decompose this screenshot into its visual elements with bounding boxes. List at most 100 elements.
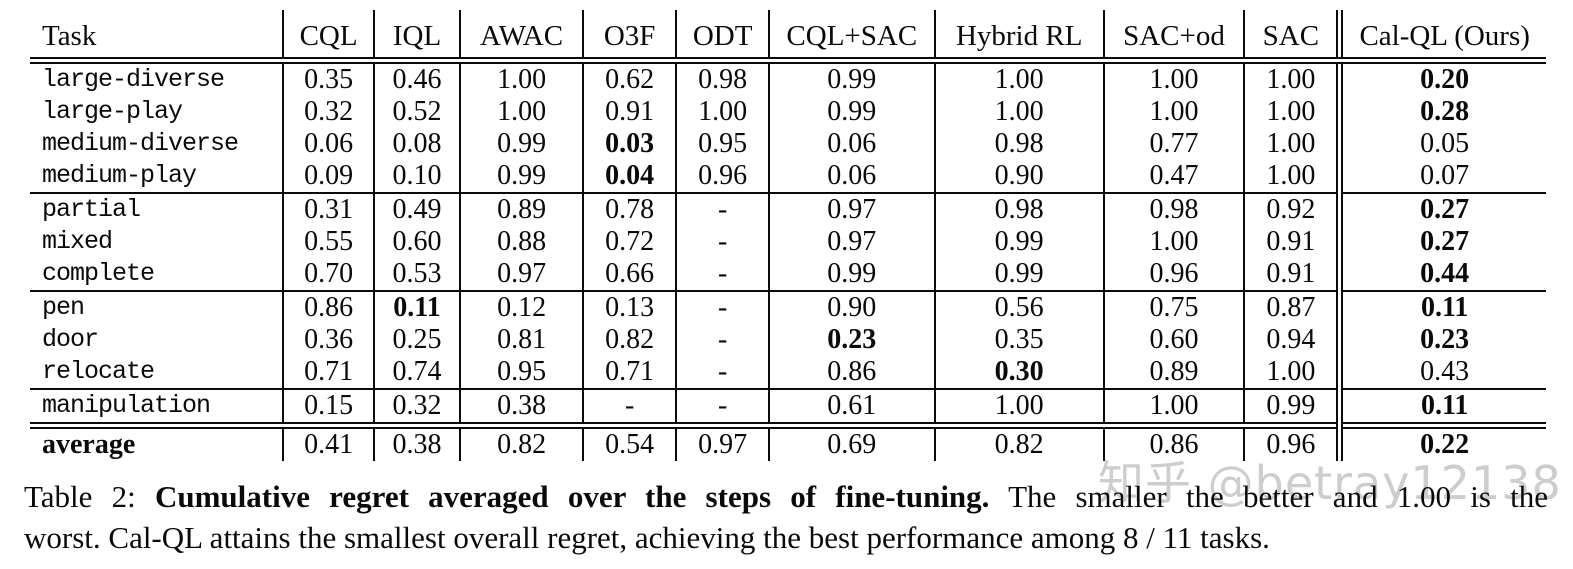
column-header: Task: [30, 10, 284, 64]
value-cell: 0.97: [459, 258, 583, 291]
value-cell: 0.49: [372, 192, 461, 226]
value-cell: 0.46: [372, 60, 461, 96]
value-cell: 0.88: [459, 226, 583, 258]
value-cell: 0.74: [372, 356, 461, 389]
table-row: complete 0.70 0.53 0.97 0.66-0.99 0.99 0.96 0.9…: [30, 258, 1546, 291]
value-cell: 0.41: [282, 422, 374, 461]
value-cell: -: [675, 356, 769, 389]
value-cell: 0.82: [933, 422, 1104, 461]
task-cell: relocate: [42, 357, 155, 386]
caption-bold-text: Cumulative regret averaged over the step…: [154, 479, 990, 514]
value-cell: 0.99: [767, 60, 935, 96]
value-cell: 0.92: [1243, 192, 1340, 226]
table-row: partial 0.31 0.49 0.89 0.78-0.97 0.98 0.98 0.92…: [30, 192, 1546, 226]
value-cell: 0.90: [933, 160, 1104, 193]
value-cell: 0.97: [767, 192, 935, 226]
value-cell: 0.38: [459, 388, 583, 426]
value-cell: 0.11: [372, 290, 461, 324]
value-cell: 0.27: [1336, 226, 1546, 258]
value-cell: -: [675, 192, 769, 226]
value-cell: 0.11: [1336, 290, 1546, 324]
value-cell: 0.89: [459, 192, 583, 226]
value-cell: 0.71: [282, 356, 374, 389]
value-cell: 0.13: [581, 290, 677, 324]
value-cell: 0.35: [282, 60, 374, 96]
value-cell: 0.71: [581, 356, 677, 389]
value-cell: 0.12: [459, 290, 583, 324]
value-cell: 0.97: [767, 226, 935, 258]
value-cell: 0.43: [1336, 356, 1546, 389]
value-cell: 0.56: [933, 290, 1104, 324]
value-cell: 1.00: [1243, 160, 1340, 193]
task-cell: door: [42, 325, 99, 354]
caption-line1-rest: The smaller the better and 1.00 is the: [1008, 479, 1549, 514]
value-cell: 0.06: [282, 128, 374, 160]
value-cell: -: [675, 258, 769, 291]
value-cell: 0.60: [372, 226, 461, 258]
value-cell: -: [675, 324, 769, 356]
value-cell: 0.99: [459, 160, 583, 193]
value-cell: 0.86: [282, 290, 374, 324]
value-cell: 0.95: [675, 128, 769, 160]
value-cell: 0.72: [581, 226, 677, 258]
value-cell: 0.10: [372, 160, 461, 193]
task-cell: complete: [42, 259, 155, 288]
value-cell: 0.81: [459, 324, 583, 356]
caption-label: Table 2:: [24, 479, 136, 514]
value-cell: 0.82: [459, 422, 583, 461]
value-cell: 0.70: [282, 258, 374, 291]
results-table: Task CQL IQL AWAC O3F ODT CQL+SAC Hybrid RL SAC+…: [30, 10, 1546, 461]
table-row: mixed 0.55 0.60 0.88 0.72-0.97 0.99 1.00 0.91 0.…: [30, 226, 1546, 258]
value-cell: 0.03: [581, 128, 677, 160]
value-cell: 0.98: [675, 60, 769, 96]
column-header: Hybrid RL: [933, 10, 1104, 64]
value-cell: 0.25: [372, 324, 461, 356]
table-row: relocate 0.71 0.74 0.95 0.71-0.86 0.30 0.89 1.0…: [30, 356, 1546, 389]
value-cell: 0.28: [1336, 96, 1546, 128]
value-cell: -: [675, 290, 769, 324]
value-cell: 0.82: [581, 324, 677, 356]
value-cell: 0.04: [581, 160, 677, 193]
results-table-wrap: Task CQL IQL AWAC O3F ODT CQL+SAC Hybrid RL SAC+…: [30, 10, 1546, 461]
value-cell: 0.08: [372, 128, 461, 160]
column-header: O3F: [581, 10, 677, 64]
value-cell: 0.90: [767, 290, 935, 324]
value-cell: 0.30: [933, 356, 1104, 389]
value-cell: 0.23: [767, 324, 935, 356]
value-cell: -: [581, 388, 677, 426]
value-cell: 0.09: [282, 160, 374, 193]
value-cell: 0.36: [282, 324, 374, 356]
value-cell: 0.99: [933, 226, 1104, 258]
value-cell: 0.75: [1102, 290, 1245, 324]
task-cell: large-play: [42, 97, 183, 126]
value-cell: -: [675, 388, 769, 426]
value-cell: 1.00: [933, 388, 1104, 426]
column-header: ODT: [675, 10, 769, 64]
value-cell: 0.99: [933, 258, 1104, 291]
table-caption: Table 2: Cumulative regret averaged over…: [24, 476, 1548, 558]
task-cell: mixed: [42, 227, 113, 256]
table-row: medium-diverse 0.06 0.08 0.99 0.03 0.95 0.06 0.…: [30, 128, 1546, 160]
column-header: CQL: [282, 10, 374, 64]
value-cell: 0.66: [581, 258, 677, 291]
value-cell: 0.96: [675, 160, 769, 193]
value-cell: 0.52: [372, 96, 461, 128]
value-cell: 0.27: [1336, 192, 1546, 226]
value-cell: 0.07: [1336, 160, 1546, 193]
value-cell: 0.06: [767, 160, 935, 193]
value-cell: 0.99: [459, 128, 583, 160]
value-cell: 0.98: [933, 128, 1104, 160]
value-cell: 1.00: [1102, 60, 1245, 96]
value-cell: 0.96: [1243, 422, 1340, 461]
value-cell: 0.96: [1102, 258, 1245, 291]
value-cell: 1.00: [459, 60, 583, 96]
column-header: IQL: [372, 10, 461, 64]
column-header: SAC+od: [1102, 10, 1245, 64]
value-cell: 0.32: [282, 96, 374, 128]
value-cell: 0.91: [1243, 258, 1340, 291]
value-cell: 0.99: [1243, 388, 1340, 426]
value-cell: 0.31: [282, 192, 374, 226]
value-cell: 0.95: [459, 356, 583, 389]
value-cell: 1.00: [1102, 388, 1245, 426]
